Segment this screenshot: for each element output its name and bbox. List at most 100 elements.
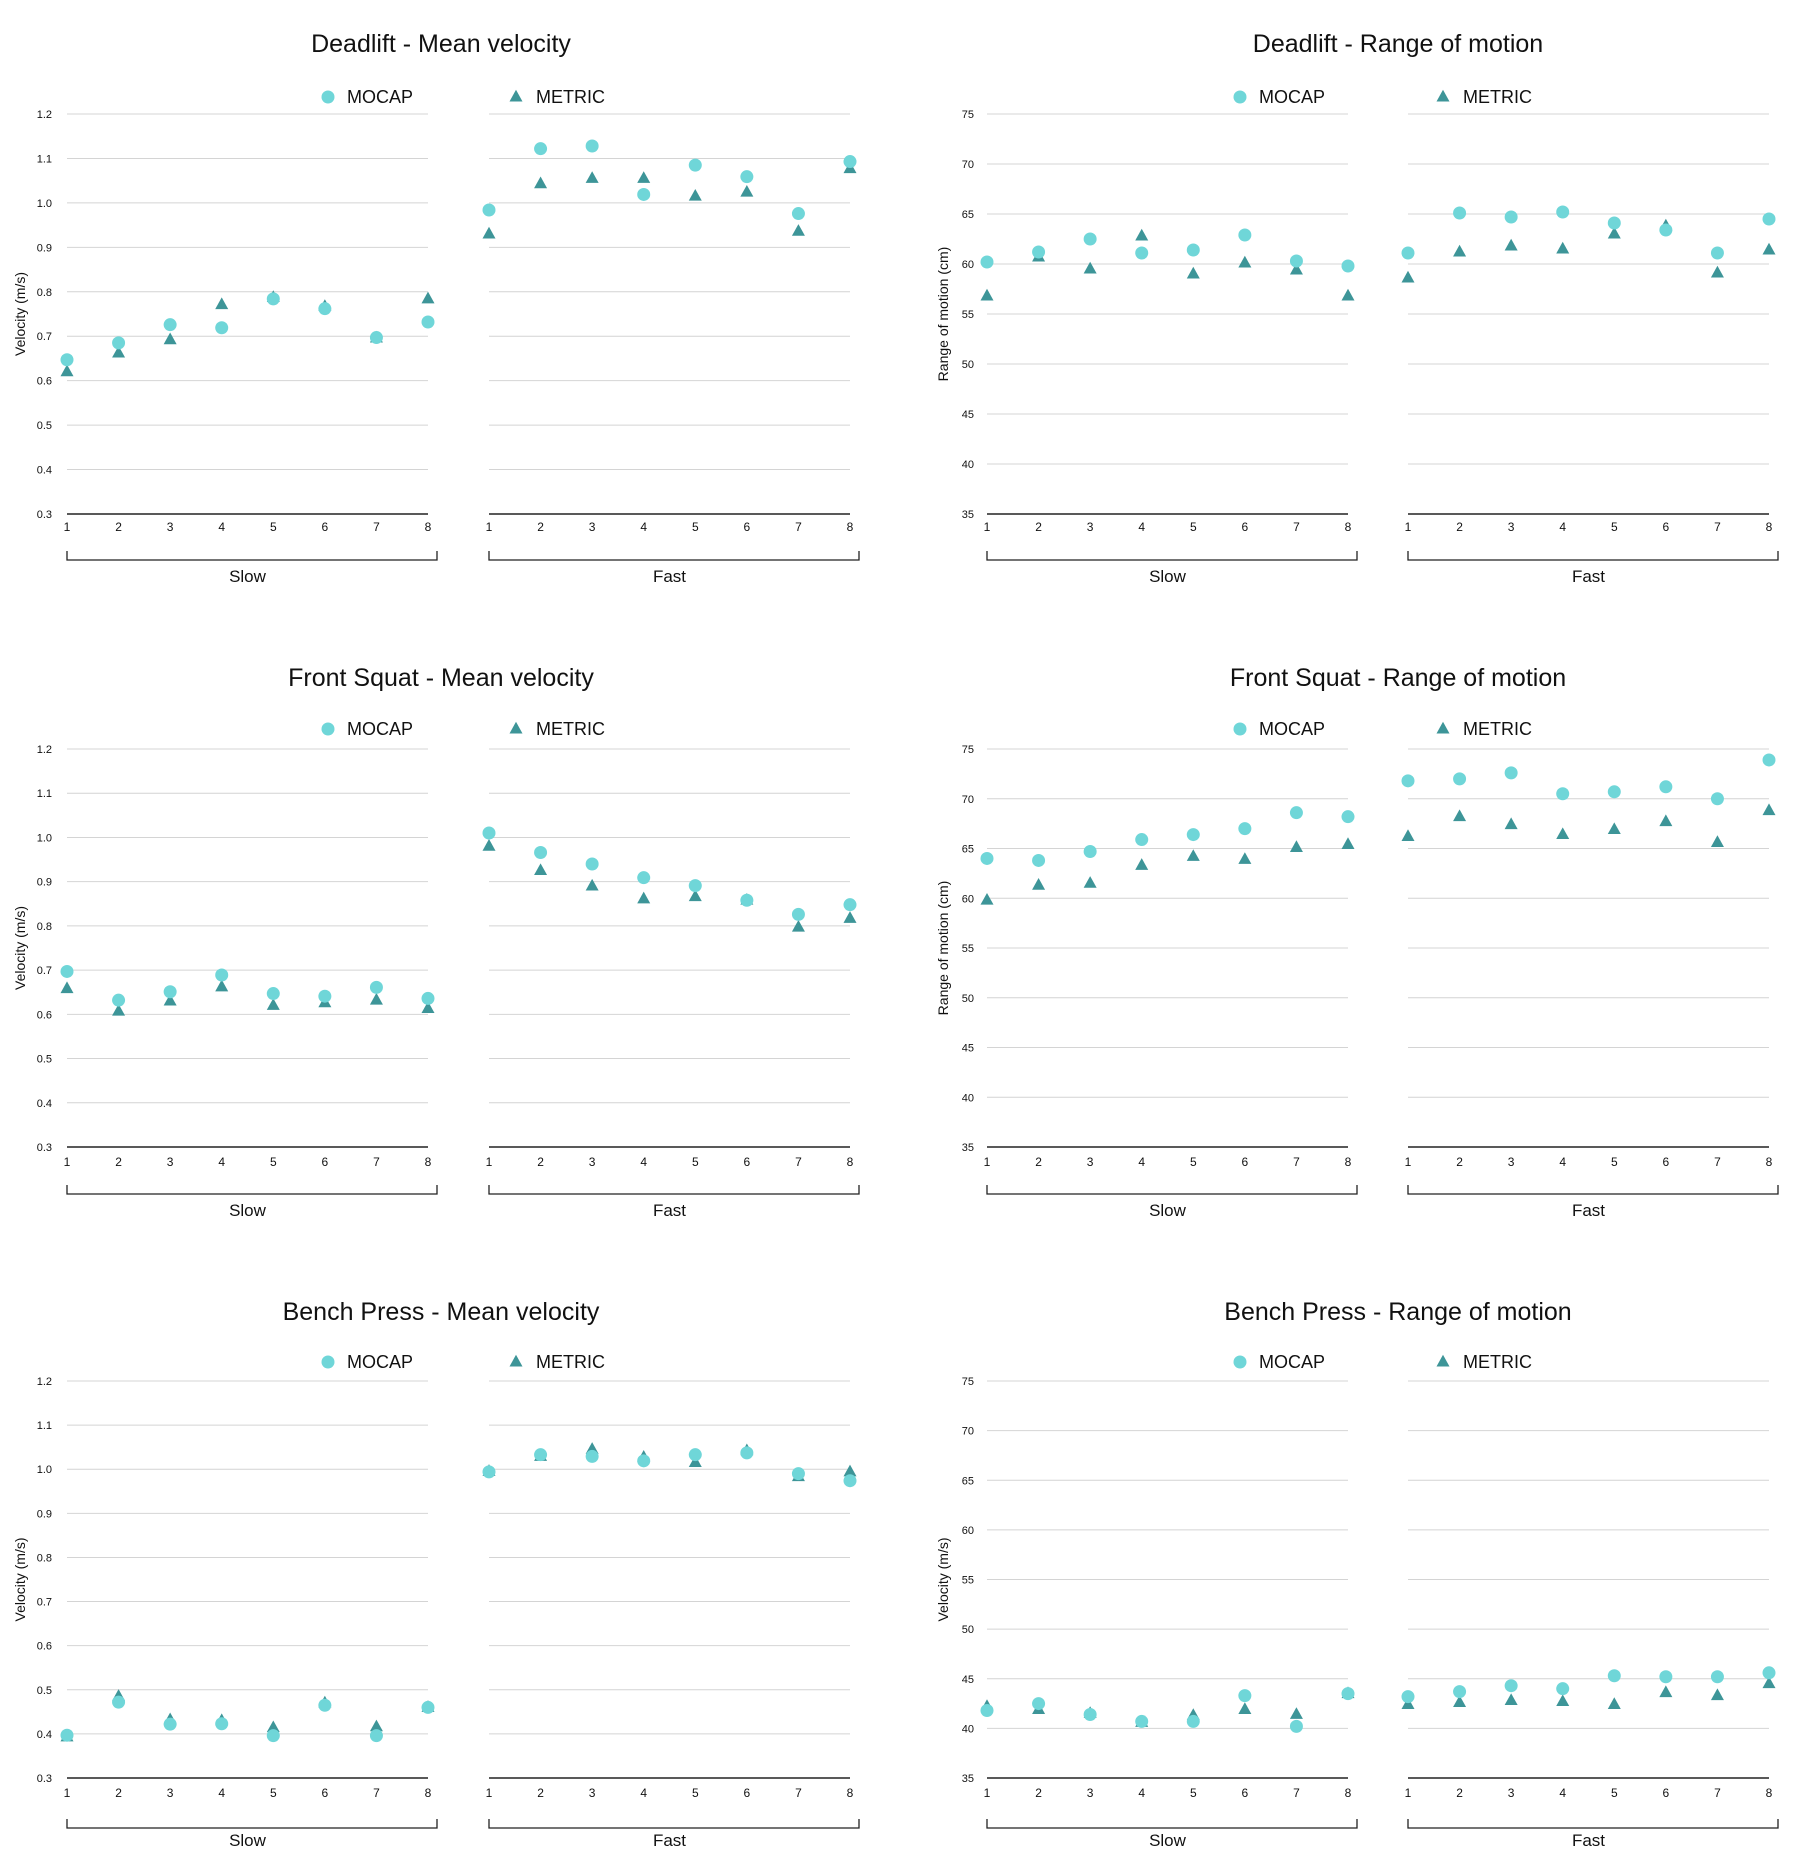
data-point-metric bbox=[1762, 242, 1776, 255]
data-point-mocap bbox=[1032, 245, 1046, 259]
data-point-mocap bbox=[1401, 774, 1415, 788]
data-point-metric bbox=[1453, 244, 1467, 257]
x-tick-label: 6 bbox=[1663, 1155, 1670, 1169]
data-point-metric bbox=[585, 171, 599, 183]
data-point-metric bbox=[112, 1003, 126, 1016]
x-tick-label: 4 bbox=[218, 520, 225, 534]
x-tick-label: 3 bbox=[1087, 1786, 1094, 1800]
legend-label-mocap: MOCAP bbox=[347, 719, 413, 739]
data-point-metric bbox=[1186, 266, 1200, 279]
data-point-mocap bbox=[585, 857, 599, 871]
data-point-mocap bbox=[421, 1700, 435, 1714]
x-tick-label: 1 bbox=[984, 1786, 991, 1800]
panel-fast: 1 2 3 4 5 6 7 8 Fast bbox=[482, 1380, 860, 1850]
data-point-metric bbox=[1710, 265, 1724, 278]
x-tick-label: 4 bbox=[1559, 1786, 1566, 1800]
data-point-metric bbox=[1504, 817, 1518, 830]
y-tick-label: 0.5 bbox=[37, 1685, 52, 1697]
data-point-mocap bbox=[112, 1695, 126, 1709]
legend-label-mocap: MOCAP bbox=[1259, 1352, 1325, 1372]
legend-label-metric: METRIC bbox=[536, 1352, 605, 1372]
x-tick-label: 1 bbox=[486, 1155, 493, 1169]
data-point-mocap bbox=[1135, 1714, 1149, 1728]
y-tick-label: 35 bbox=[962, 1773, 974, 1785]
y-tick-label: 70 bbox=[962, 159, 974, 171]
chart-title: Bench Press - Mean velocity bbox=[283, 1298, 600, 1326]
x-tick-label: 3 bbox=[1508, 1155, 1515, 1169]
y-tick-label: 0.3 bbox=[37, 509, 52, 521]
y-tick-label: 60 bbox=[962, 1525, 974, 1537]
data-point-metric bbox=[163, 993, 177, 1006]
data-point-metric bbox=[1401, 829, 1415, 842]
data-point-mocap bbox=[1659, 223, 1673, 237]
data-point-metric bbox=[1762, 803, 1776, 816]
x-tick-label: 1 bbox=[64, 1786, 71, 1800]
group-label: Slow bbox=[229, 567, 267, 586]
data-point-mocap bbox=[1032, 853, 1046, 867]
x-tick-label: 2 bbox=[1035, 1786, 1042, 1800]
x-tick-label: 3 bbox=[1087, 520, 1094, 534]
y-axis-label: Velocity (m/s) bbox=[12, 906, 28, 990]
data-point-metric bbox=[215, 979, 229, 992]
x-tick-label: 7 bbox=[1293, 1786, 1300, 1800]
data-point-mocap bbox=[843, 1474, 857, 1488]
x-tick-label: 2 bbox=[115, 1786, 122, 1800]
panel-fast: 1 2 3 4 5 6 7 8 Fast bbox=[1401, 1380, 1779, 1850]
data-point-mocap bbox=[60, 1728, 74, 1742]
y-tick-label: 0.8 bbox=[37, 287, 52, 299]
x-tick-label: 3 bbox=[589, 1155, 596, 1169]
data-point-metric bbox=[1289, 262, 1303, 275]
panel-slow: 1 2 3 4 5 6 7 8 Slow bbox=[980, 113, 1358, 586]
data-point-mocap bbox=[1341, 1687, 1355, 1701]
data-point-mocap bbox=[688, 158, 702, 172]
data-point-mocap bbox=[266, 987, 280, 1001]
y-tick-label: 1.1 bbox=[37, 1420, 52, 1432]
x-tick-label: 5 bbox=[1190, 1155, 1197, 1169]
x-tick-label: 4 bbox=[1559, 1155, 1566, 1169]
data-point-metric bbox=[112, 345, 126, 358]
data-point-mocap bbox=[1238, 228, 1252, 242]
data-point-mocap bbox=[1710, 792, 1724, 806]
data-point-mocap bbox=[1083, 1707, 1097, 1721]
y-tick-label: 1.2 bbox=[37, 744, 52, 756]
x-tick-label: 7 bbox=[795, 520, 802, 534]
group-bracket bbox=[986, 1819, 1358, 1829]
data-point-mocap bbox=[215, 968, 229, 982]
group-label: Fast bbox=[1572, 1201, 1605, 1220]
x-tick-label: 8 bbox=[1345, 520, 1352, 534]
group-bracket bbox=[66, 1185, 438, 1195]
y-tick-label: 65 bbox=[962, 209, 974, 221]
x-tick-label: 5 bbox=[270, 1786, 277, 1800]
data-point-metric bbox=[1289, 1707, 1303, 1719]
group-label: Slow bbox=[229, 1831, 267, 1850]
data-point-mocap bbox=[482, 826, 496, 840]
x-tick-label: 7 bbox=[1293, 1155, 1300, 1169]
group-label: Slow bbox=[1149, 567, 1187, 586]
x-tick-label: 2 bbox=[115, 1155, 122, 1169]
data-point-metric bbox=[1238, 1702, 1252, 1714]
data-point-mocap bbox=[1504, 1679, 1518, 1693]
group-bracket bbox=[1407, 1185, 1779, 1195]
chart-2: Deadlift - Range of motion Range of motio… bbox=[935, 30, 1779, 586]
data-point-mocap bbox=[1401, 1690, 1415, 1704]
group-bracket bbox=[66, 1819, 438, 1829]
data-point-metric bbox=[688, 188, 702, 201]
data-point-mocap bbox=[1762, 1666, 1776, 1680]
y-tick-label: 50 bbox=[962, 993, 974, 1005]
x-tick-label: 1 bbox=[984, 1155, 991, 1169]
data-point-metric bbox=[534, 176, 548, 189]
data-point-mocap bbox=[534, 1448, 548, 1462]
x-tick-label: 5 bbox=[1611, 1786, 1618, 1800]
x-tick-label: 5 bbox=[1611, 1155, 1618, 1169]
data-point-mocap bbox=[688, 1448, 702, 1462]
x-tick-label: 6 bbox=[744, 520, 751, 534]
x-tick-label: 2 bbox=[1456, 1786, 1463, 1800]
x-tick-label: 4 bbox=[640, 1786, 647, 1800]
data-point-metric bbox=[1238, 852, 1252, 864]
data-point-mocap bbox=[1607, 216, 1621, 230]
data-point-mocap bbox=[1135, 246, 1149, 260]
data-point-mocap bbox=[791, 1467, 805, 1481]
data-point-mocap bbox=[688, 879, 702, 893]
legend-label-mocap: MOCAP bbox=[1259, 719, 1325, 739]
data-point-metric bbox=[688, 889, 702, 902]
